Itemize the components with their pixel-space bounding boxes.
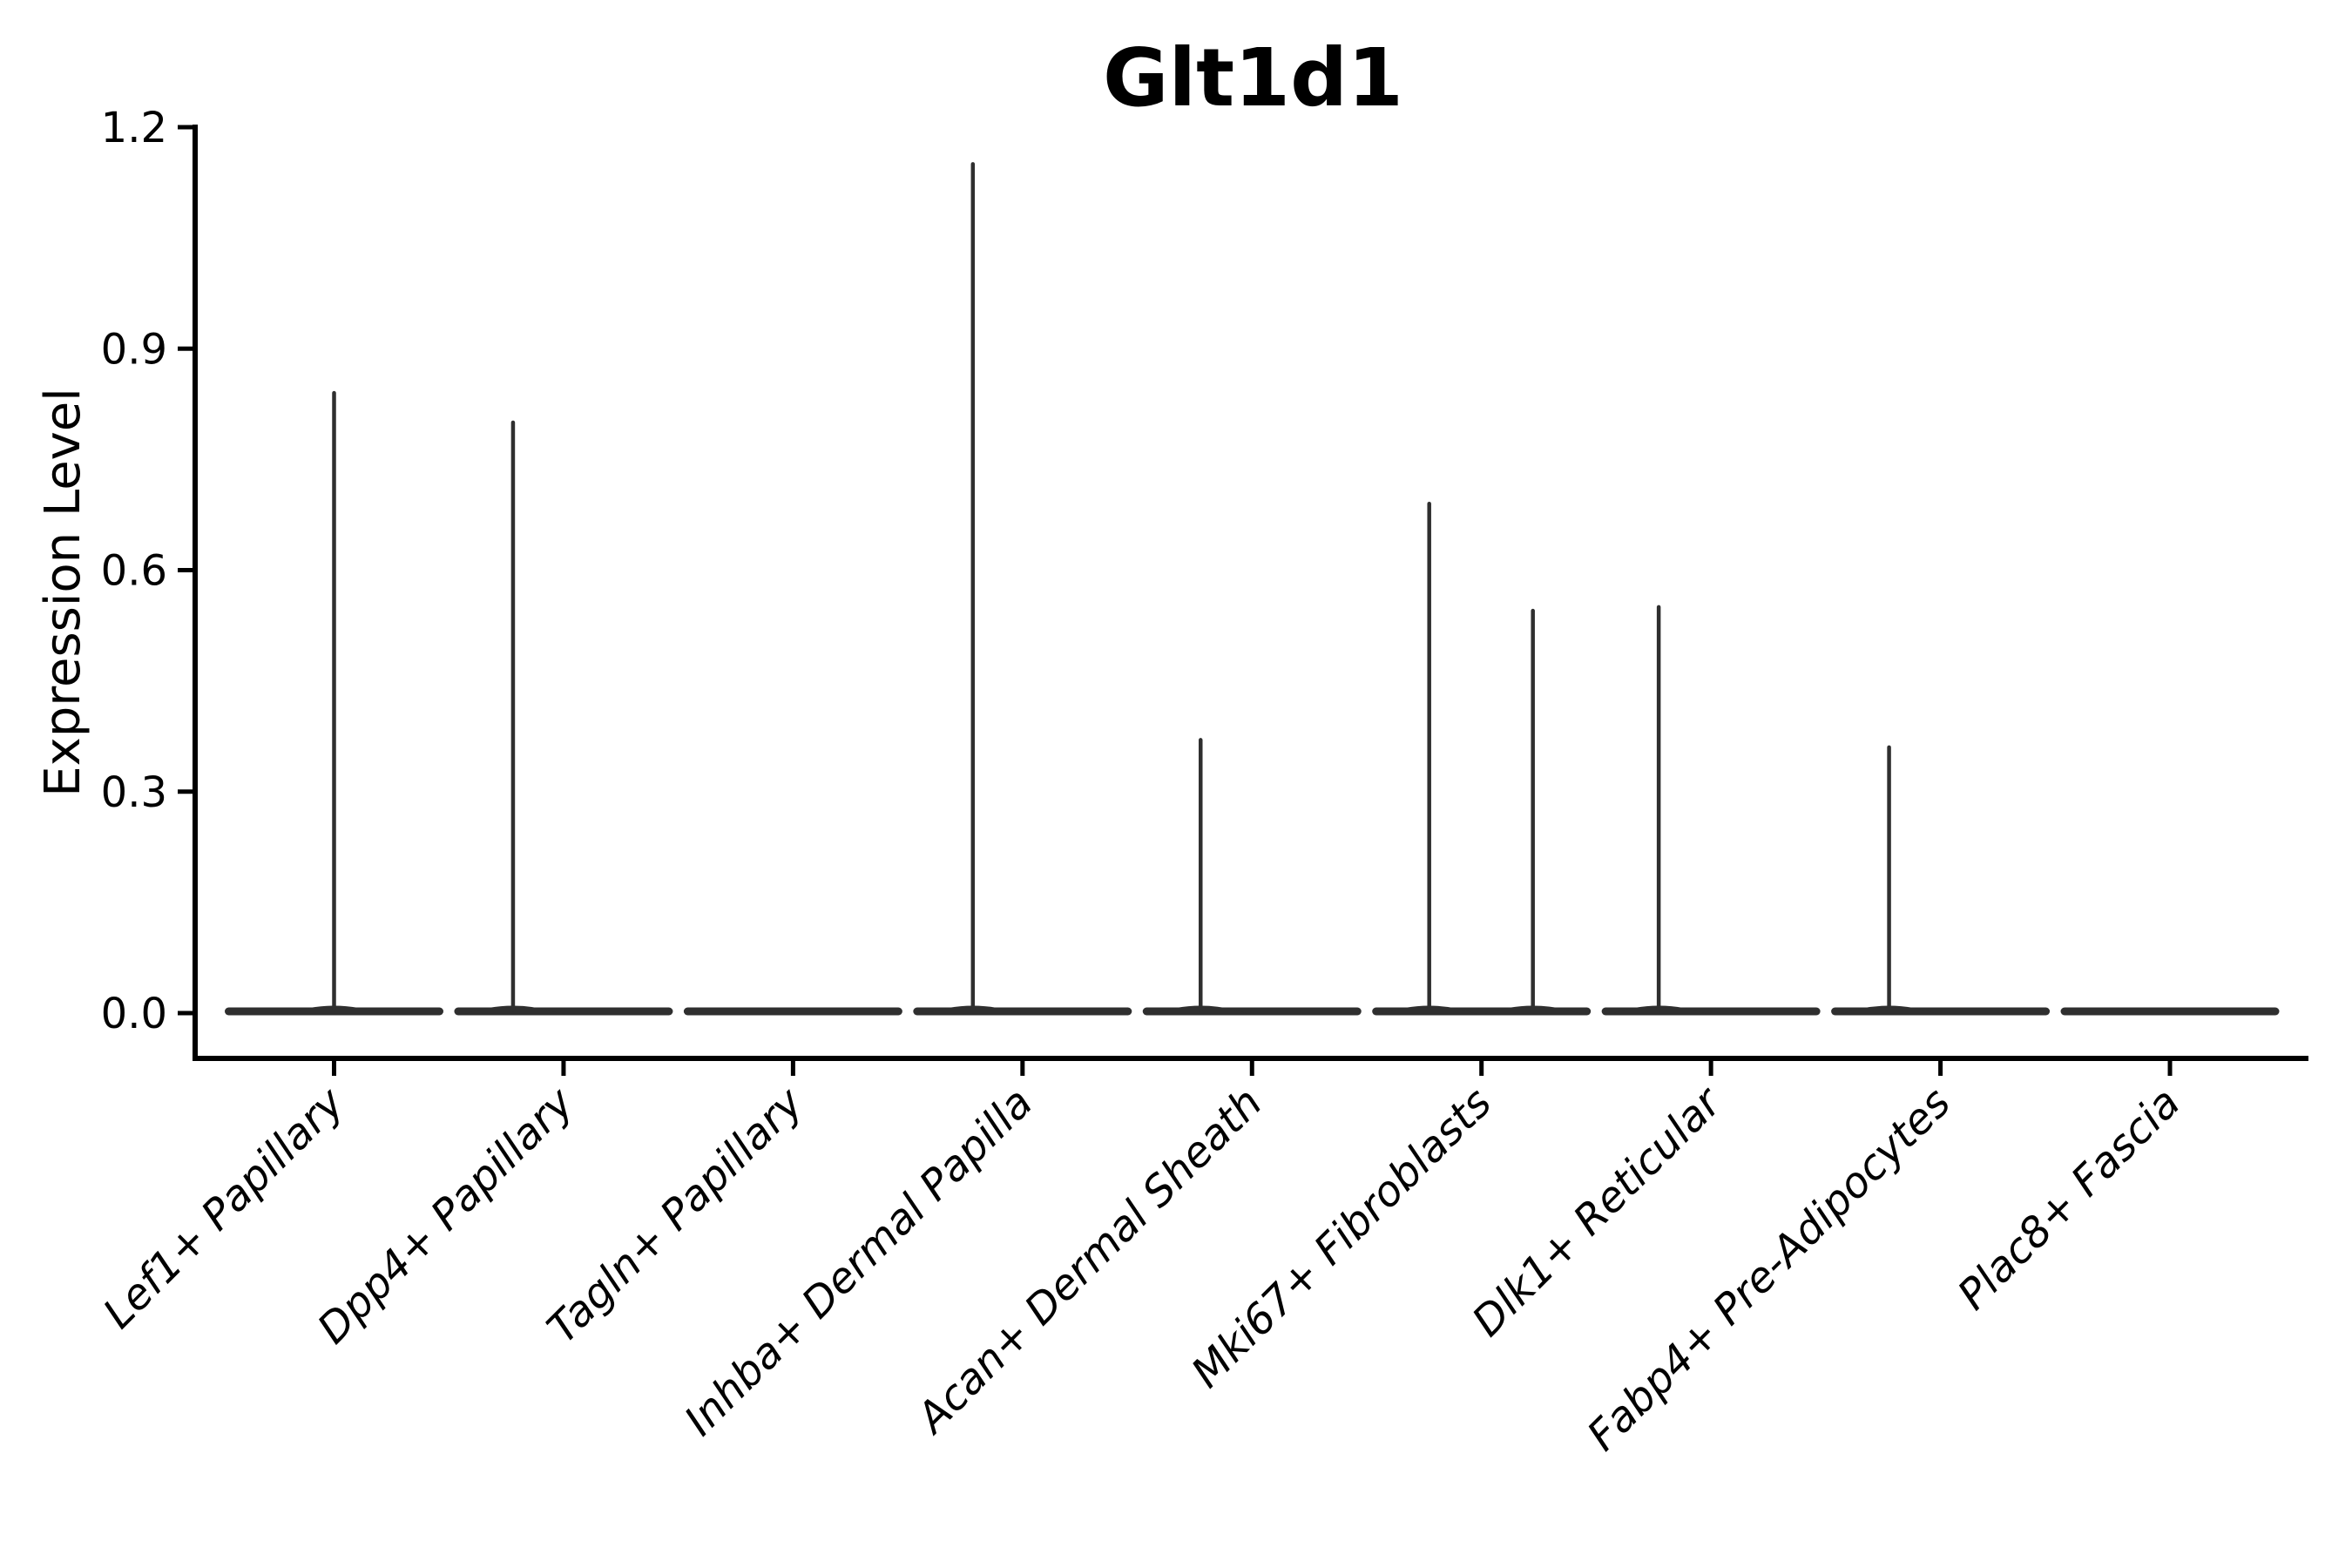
y-tick-label: 0.9 — [101, 325, 167, 374]
violin-group — [454, 420, 673, 1016]
y-axis-spine — [193, 125, 198, 1061]
y-tick-label: 0.6 — [101, 547, 167, 596]
violin-group — [225, 390, 443, 1016]
chart-title: Glt1d1 — [1103, 31, 1403, 125]
violin-group — [1372, 501, 1592, 1016]
x-tick-label: Dpp4+ Papillary — [308, 1078, 584, 1353]
x-tick-label: Lef1+ Papillary — [94, 1078, 355, 1338]
violin-group — [913, 162, 1132, 1016]
y-axis-label: Expression Level — [35, 388, 91, 797]
x-tick-label: Tagln+ Papillary — [538, 1078, 814, 1353]
x-tick-label: Fabp4+ Pre-Adipocytes — [1578, 1078, 1961, 1461]
violin-group — [1142, 738, 1362, 1016]
y-tick-label: 1.2 — [101, 104, 167, 152]
violin-group — [1601, 605, 1821, 1016]
x-tick-label: Plac8+ Fascia — [1949, 1078, 2190, 1320]
x-tick-label: Dlk1+ Reticular — [1463, 1077, 1733, 1347]
x-axis-spine — [193, 1056, 2308, 1061]
violin-group — [1831, 745, 2051, 1016]
y-tick-label: 0.3 — [101, 768, 167, 817]
y-tick-label: 0.0 — [101, 990, 167, 1038]
